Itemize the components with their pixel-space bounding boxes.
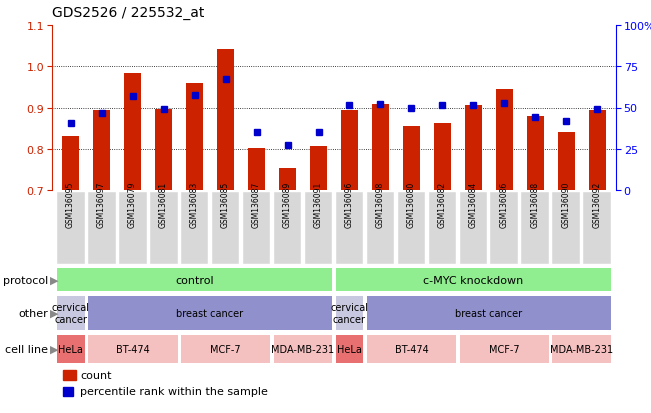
Text: cell line: cell line bbox=[5, 344, 48, 354]
Text: breast cancer: breast cancer bbox=[176, 308, 243, 318]
FancyBboxPatch shape bbox=[57, 192, 85, 264]
Bar bbox=[248, 149, 265, 190]
Bar bbox=[124, 74, 141, 190]
Bar bbox=[186, 83, 203, 190]
Text: GDS2526 / 225532_at: GDS2526 / 225532_at bbox=[52, 6, 204, 20]
Bar bbox=[62, 137, 79, 190]
Text: c-MYC knockdown: c-MYC knockdown bbox=[423, 275, 523, 285]
Bar bbox=[217, 50, 234, 190]
Text: protocol: protocol bbox=[3, 275, 48, 285]
FancyBboxPatch shape bbox=[460, 335, 549, 363]
FancyBboxPatch shape bbox=[367, 335, 456, 363]
FancyBboxPatch shape bbox=[57, 268, 333, 291]
FancyBboxPatch shape bbox=[335, 335, 363, 363]
Text: GSM136083: GSM136083 bbox=[190, 182, 199, 228]
Text: GSM136095: GSM136095 bbox=[66, 182, 75, 228]
Bar bbox=[341, 111, 358, 190]
Bar bbox=[403, 127, 420, 190]
Text: other: other bbox=[18, 308, 48, 318]
Bar bbox=[465, 106, 482, 190]
Text: ▶: ▶ bbox=[50, 275, 59, 285]
FancyBboxPatch shape bbox=[150, 192, 178, 264]
Bar bbox=[496, 90, 513, 190]
FancyBboxPatch shape bbox=[180, 335, 270, 363]
Text: GSM136088: GSM136088 bbox=[531, 182, 540, 228]
Text: MDA-MB-231: MDA-MB-231 bbox=[550, 344, 613, 354]
Text: GSM136087: GSM136087 bbox=[252, 182, 261, 228]
Text: GSM136080: GSM136080 bbox=[407, 182, 416, 228]
Bar bbox=[434, 124, 451, 190]
FancyBboxPatch shape bbox=[180, 192, 208, 264]
FancyBboxPatch shape bbox=[243, 192, 270, 264]
Bar bbox=[63, 387, 74, 396]
Text: GSM136085: GSM136085 bbox=[221, 182, 230, 228]
Text: MCF-7: MCF-7 bbox=[489, 344, 519, 354]
Text: GSM136092: GSM136092 bbox=[593, 182, 602, 228]
Text: BT-474: BT-474 bbox=[395, 344, 428, 354]
Text: GSM136091: GSM136091 bbox=[314, 182, 323, 228]
FancyBboxPatch shape bbox=[367, 296, 611, 331]
FancyBboxPatch shape bbox=[460, 192, 488, 264]
FancyBboxPatch shape bbox=[335, 192, 363, 264]
FancyBboxPatch shape bbox=[553, 335, 611, 363]
FancyBboxPatch shape bbox=[273, 335, 333, 363]
Text: percentile rank within the sample: percentile rank within the sample bbox=[80, 386, 268, 396]
Text: count: count bbox=[80, 370, 112, 380]
Text: GSM136089: GSM136089 bbox=[283, 182, 292, 228]
FancyBboxPatch shape bbox=[57, 335, 85, 363]
Text: ▶: ▶ bbox=[50, 308, 59, 318]
Text: cervical
cancer: cervical cancer bbox=[331, 302, 368, 324]
FancyBboxPatch shape bbox=[88, 335, 178, 363]
Text: BT-474: BT-474 bbox=[116, 344, 150, 354]
Bar bbox=[279, 169, 296, 190]
Text: cervical
cancer: cervical cancer bbox=[51, 302, 90, 324]
Bar bbox=[527, 116, 544, 190]
Bar bbox=[93, 111, 110, 190]
FancyBboxPatch shape bbox=[553, 192, 580, 264]
Bar bbox=[155, 109, 172, 190]
FancyBboxPatch shape bbox=[583, 192, 611, 264]
FancyBboxPatch shape bbox=[88, 192, 115, 264]
FancyBboxPatch shape bbox=[335, 268, 611, 291]
FancyBboxPatch shape bbox=[305, 192, 333, 264]
FancyBboxPatch shape bbox=[118, 192, 146, 264]
Text: ▶: ▶ bbox=[50, 344, 59, 354]
Text: control: control bbox=[175, 275, 214, 285]
FancyBboxPatch shape bbox=[335, 296, 363, 331]
Text: HeLa: HeLa bbox=[58, 344, 83, 354]
Bar bbox=[558, 133, 575, 190]
FancyBboxPatch shape bbox=[273, 192, 301, 264]
FancyBboxPatch shape bbox=[428, 192, 456, 264]
Bar bbox=[372, 105, 389, 190]
Text: GSM136079: GSM136079 bbox=[128, 182, 137, 228]
Text: MDA-MB-231: MDA-MB-231 bbox=[271, 344, 335, 354]
FancyBboxPatch shape bbox=[88, 296, 333, 331]
Text: GSM136090: GSM136090 bbox=[562, 182, 571, 228]
Bar bbox=[310, 147, 327, 190]
FancyBboxPatch shape bbox=[367, 192, 395, 264]
Text: GSM136096: GSM136096 bbox=[345, 182, 354, 228]
Text: MCF-7: MCF-7 bbox=[210, 344, 241, 354]
Bar bbox=[589, 111, 606, 190]
FancyBboxPatch shape bbox=[57, 296, 85, 331]
FancyBboxPatch shape bbox=[490, 192, 518, 264]
Bar bbox=[63, 370, 76, 380]
Text: GSM136081: GSM136081 bbox=[159, 182, 168, 228]
Text: HeLa: HeLa bbox=[337, 344, 362, 354]
Text: GSM136082: GSM136082 bbox=[438, 182, 447, 228]
Text: GSM136097: GSM136097 bbox=[97, 182, 106, 228]
Text: GSM136084: GSM136084 bbox=[469, 182, 478, 228]
FancyBboxPatch shape bbox=[212, 192, 240, 264]
Text: GSM136098: GSM136098 bbox=[376, 182, 385, 228]
FancyBboxPatch shape bbox=[398, 192, 425, 264]
FancyBboxPatch shape bbox=[521, 192, 549, 264]
Text: breast cancer: breast cancer bbox=[456, 308, 523, 318]
Text: GSM136086: GSM136086 bbox=[500, 182, 509, 228]
